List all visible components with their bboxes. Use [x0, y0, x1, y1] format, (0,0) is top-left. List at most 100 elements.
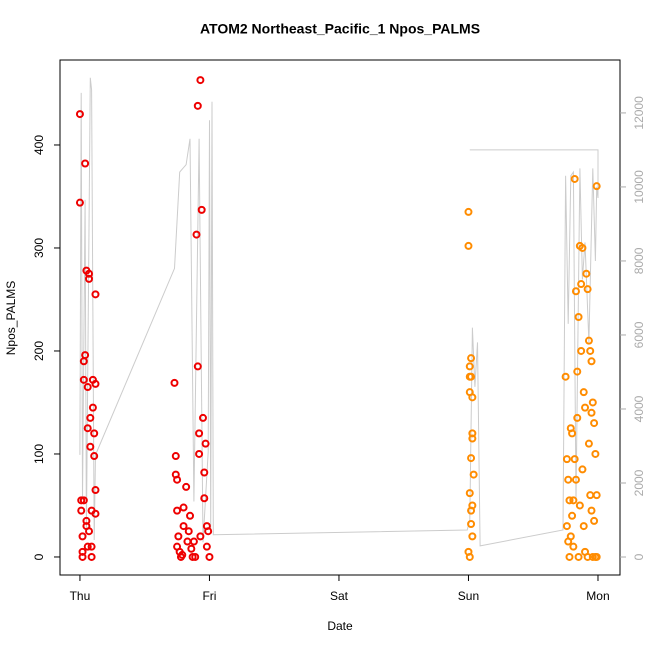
point [464, 207, 473, 216]
x-tick-label: Fri [202, 589, 216, 603]
point [590, 516, 599, 525]
point [200, 494, 209, 503]
x-axis-label: Date [327, 619, 353, 633]
y2-tick-label: 2000 [632, 469, 646, 496]
point [82, 516, 91, 525]
point [570, 174, 579, 183]
y2-tick-label: 0 [632, 553, 646, 560]
point [575, 501, 584, 510]
point [591, 449, 600, 458]
point [83, 542, 92, 551]
point [564, 475, 573, 484]
point [579, 388, 588, 397]
point [592, 552, 601, 561]
point [571, 287, 580, 296]
point [590, 419, 599, 428]
point [573, 413, 582, 422]
y2-tick-label: 12000 [632, 96, 646, 130]
plot-frame [59, 59, 621, 576]
point [184, 527, 193, 536]
point [81, 351, 90, 360]
point [178, 550, 187, 559]
point [587, 357, 596, 366]
point [83, 424, 92, 433]
point [569, 496, 578, 505]
point [79, 496, 88, 505]
point [569, 542, 578, 551]
point [568, 429, 577, 438]
point [200, 468, 209, 477]
point [581, 403, 590, 412]
y-tick-label: 0 [32, 553, 46, 560]
point [584, 439, 593, 448]
point [578, 465, 587, 474]
point [195, 449, 204, 458]
point [464, 241, 473, 250]
x-tick-label: Mon [586, 589, 609, 603]
point [88, 403, 97, 412]
point [77, 506, 86, 515]
point [179, 503, 188, 512]
point [193, 362, 202, 371]
point [468, 532, 477, 541]
point [468, 393, 477, 402]
point [187, 544, 196, 553]
point [574, 312, 583, 321]
point [568, 511, 577, 520]
point [186, 511, 195, 520]
point [83, 383, 92, 392]
x-tick-label: Thu [70, 589, 91, 603]
point [201, 439, 210, 448]
point [566, 532, 575, 541]
point [182, 482, 191, 491]
point [78, 552, 87, 561]
point [81, 159, 90, 168]
point [171, 452, 180, 461]
point [174, 532, 183, 541]
point [205, 552, 214, 561]
point [91, 509, 100, 518]
point [196, 532, 205, 541]
point [562, 522, 571, 531]
y2-tick-label: 8000 [632, 247, 646, 274]
point [85, 527, 94, 536]
point [561, 372, 570, 381]
point [577, 346, 586, 355]
y-tick-label: 400 [32, 135, 46, 155]
point [583, 285, 592, 294]
point [469, 470, 478, 479]
point [579, 522, 588, 531]
y-axis-label: Npos_PALMS [4, 281, 18, 355]
y2-tick-label: 6000 [632, 321, 646, 348]
point [582, 269, 591, 278]
point [586, 491, 595, 500]
point [467, 372, 476, 381]
point [179, 522, 188, 531]
point [195, 429, 204, 438]
point [173, 475, 182, 484]
y-tick-label: 100 [32, 444, 46, 464]
point [586, 346, 595, 355]
point [467, 520, 476, 529]
x-tick-label: Sat [330, 589, 349, 603]
point [468, 501, 477, 510]
y-tick-label: 200 [32, 341, 46, 361]
point [467, 354, 476, 363]
point [189, 537, 198, 546]
point [587, 408, 596, 417]
point [79, 375, 88, 384]
x-tick-label: Sun [458, 589, 479, 603]
point [90, 452, 99, 461]
y2-tick-label: 4000 [632, 395, 646, 422]
point [465, 552, 474, 561]
point [467, 454, 476, 463]
point [191, 552, 200, 561]
point [202, 542, 211, 551]
point [196, 76, 205, 85]
point [574, 552, 583, 561]
point [592, 491, 601, 500]
point [465, 362, 474, 371]
point [75, 198, 84, 207]
point [571, 475, 580, 484]
